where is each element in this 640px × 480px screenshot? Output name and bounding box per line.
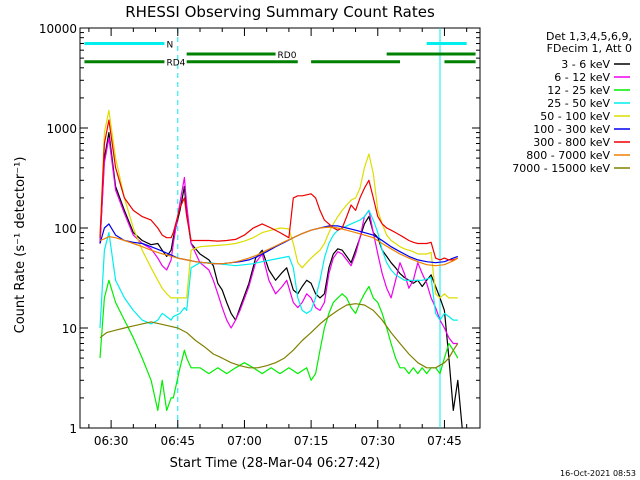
y-tick-label-0: 1 (69, 422, 77, 436)
series-line-3 (99, 209, 458, 329)
series-line-8 (99, 303, 459, 369)
x-axis: 06:30 06:45 07:00 07:15 07:30 07:45 (88, 28, 468, 448)
y-tick-label-4: 10000 (39, 22, 77, 36)
footer-timestamp: 16-Oct-2021 08:53 (560, 469, 636, 478)
x-tick-label-5: 07:45 (427, 434, 462, 448)
x-tick-label-4: 07:30 (360, 434, 395, 448)
x-tick-label-2: 07:00 (227, 434, 262, 448)
x-tick-label-3: 07:15 (294, 434, 329, 448)
legend-label-2: 12 - 25 keV (547, 84, 610, 97)
legend-label-3: 25 - 50 keV (547, 97, 610, 110)
y-axis-label: Count Rate (s⁻¹ detector⁻¹) (13, 157, 28, 334)
series-line-4 (99, 109, 458, 299)
legend-label-5: 100 - 300 keV (533, 123, 610, 136)
legend-label-6: 300 - 800 keV (533, 136, 610, 149)
legend-label-0: 3 - 6 keV (561, 58, 610, 71)
state-bar-label-1: RD0 (278, 51, 297, 61)
series-line-2 (99, 279, 459, 411)
x-tick-label-1: 06:45 (160, 434, 195, 448)
x-axis-label: Start Time (28-Mar-04 06:27:42) (170, 456, 381, 471)
x-tick-label-0: 06:30 (94, 434, 129, 448)
legend: Det 1,3,4,5,6,9,FDecim 1, Att 0 3 - 6 keV… (512, 30, 632, 175)
plot-area: N RD0 RD4 (79, 27, 481, 429)
series-line-7 (99, 226, 459, 267)
y-tick-label-1: 10 (62, 322, 77, 336)
legend-header-0: Det 1,3,4,5,6,9, (546, 30, 632, 43)
series-line-6 (99, 119, 459, 261)
legend-label-1: 6 - 12 keV (554, 71, 610, 84)
y-axis: 1 10 100 1000 10000 (39, 22, 480, 436)
legend-header-1: FDecim 1, Att 0 (547, 42, 632, 55)
series-line-1 (99, 137, 458, 345)
legend-label-8: 7000 - 15000 keV (512, 162, 610, 175)
y-tick-label-2: 100 (54, 222, 77, 236)
state-bar-label-0: N (166, 40, 173, 50)
legend-label-7: 800 - 7000 keV (526, 149, 610, 162)
state-bar-label-2: RD4 (166, 59, 185, 69)
y-tick-label-3: 1000 (46, 122, 77, 136)
chart-title: RHESSI Observing Summary Count Rates (125, 3, 435, 21)
legend-label-4: 50 - 100 keV (540, 110, 610, 123)
